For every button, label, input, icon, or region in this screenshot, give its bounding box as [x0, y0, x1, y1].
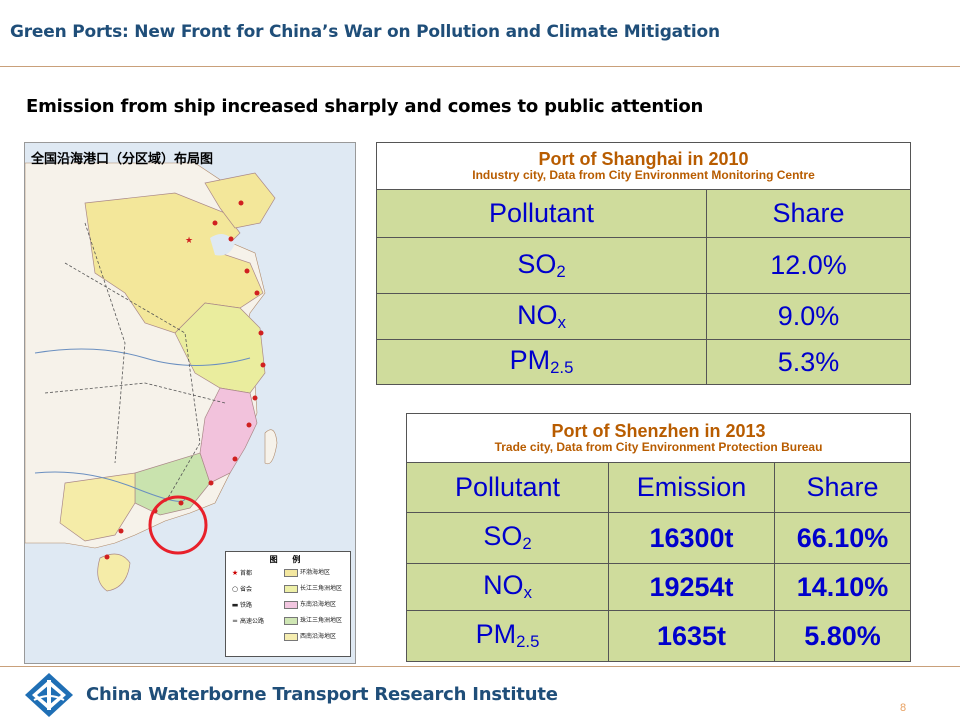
shanghai-table-header: Port of Shanghai in 2010 Industry city, …	[375, 142, 912, 190]
star-icon: ★	[231, 569, 239, 577]
shanghai-table-source: Industry city, Data from City Environmen…	[472, 168, 815, 183]
share-cell: 14.10%	[773, 563, 912, 611]
legend-title: 图 例	[269, 555, 307, 564]
legend-region-pearl: 珠江三角洲地区	[284, 616, 342, 626]
footer-organization: China Waterborne Transport Research Inst…	[86, 684, 558, 705]
emission-cell: 16300t	[608, 512, 775, 564]
table-row: PM2.5 1635t 5.80%	[406, 610, 912, 662]
swatch-icon	[284, 616, 298, 625]
shenzhen-table-source: Trade city, Data from City Environment P…	[494, 440, 823, 455]
share-cell: 12.0%	[705, 237, 912, 294]
map-graphic: ★	[25, 143, 355, 663]
share-cell: 66.10%	[773, 512, 912, 564]
map-legend: 图 例 ★ 首都 ○ 省会 ▬ 铁路 ═ 高速公路 环渤海地区 长江三角洲地区 东南沿海…	[225, 551, 351, 657]
swatch-icon	[284, 568, 298, 577]
pollutant-cell: PM2.5	[406, 610, 609, 662]
column-header-pollutant: Pollutant	[376, 189, 707, 238]
legend-region-bohai: 环渤海地区	[284, 568, 330, 578]
share-cell: 5.3%	[705, 339, 912, 385]
pollutant-cell: SO2	[406, 512, 609, 564]
slide-header-title: Green Ports: New Front for China’s War o…	[10, 22, 720, 42]
legend-item-capital: ★ 首都	[231, 569, 253, 577]
table-row: SO2 16300t 66.10%	[406, 512, 912, 564]
pollutant-cell: NOx	[406, 563, 609, 611]
share-cell: 9.0%	[705, 293, 912, 340]
railway-icon: ▬	[231, 601, 239, 609]
column-header-pollutant: Pollutant	[406, 462, 609, 513]
pollutant-cell: PM2.5	[376, 339, 707, 385]
svg-text:★: ★	[185, 236, 193, 246]
header-divider	[0, 66, 960, 67]
share-cell: 5.80%	[773, 610, 912, 662]
institute-logo-icon	[25, 673, 73, 717]
table-row: NOx 9.0%	[376, 293, 912, 340]
column-header-emission: Emission	[608, 462, 775, 513]
shenzhen-table: Port of Shenzhen in 2013 Trade city, Dat…	[405, 413, 912, 662]
column-header-share: Share	[773, 462, 912, 513]
slide-subtitle: Emission from ship increased sharply and…	[26, 96, 704, 117]
column-header-share: Share	[705, 189, 912, 238]
circle-icon: ○	[231, 585, 239, 593]
pollutant-cell: NOx	[376, 293, 707, 340]
map-title: 全国沿海港口（分区域）布局图	[31, 152, 214, 167]
footer-divider	[0, 666, 960, 667]
legend-item-provincial-capital: ○ 省会	[231, 585, 253, 593]
swatch-icon	[284, 632, 298, 641]
legend-item-highway: ═ 高速公路	[230, 616, 264, 626]
shenzhen-table-header: Port of Shenzhen in 2013 Trade city, Dat…	[405, 413, 912, 463]
swatch-icon	[284, 584, 298, 593]
emission-cell: 19254t	[608, 563, 775, 611]
emission-cell: 1635t	[608, 610, 775, 662]
legend-region-southwest: 西南沿海地区	[284, 632, 336, 642]
shanghai-table: Port of Shanghai in 2010 Industry city, …	[375, 142, 912, 385]
pollutant-cell: SO2	[376, 237, 707, 294]
legend-region-southeast: 东南沿海地区	[284, 600, 336, 610]
table-row: NOx 19254t 14.10%	[406, 563, 912, 611]
table-row: PM2.5 5.3%	[376, 339, 912, 385]
swatch-icon	[284, 600, 298, 609]
shenzhen-table-title: Port of Shenzhen in 2013	[551, 420, 766, 441]
legend-region-yangtze: 长江三角洲地区	[284, 584, 342, 594]
shanghai-table-title: Port of Shanghai in 2010	[538, 148, 749, 169]
table-row: SO2 12.0%	[376, 237, 912, 294]
china-coastal-ports-map: ★ 全国沿海港口（分区域）布局图 图 例 ★ 首都 ○ 省会 ▬ 铁路 ═ 高速公路 环…	[24, 142, 356, 664]
page-number: 8	[900, 702, 907, 714]
highway-icon: ═	[232, 617, 238, 625]
legend-item-railway: ▬ 铁路	[231, 601, 253, 609]
